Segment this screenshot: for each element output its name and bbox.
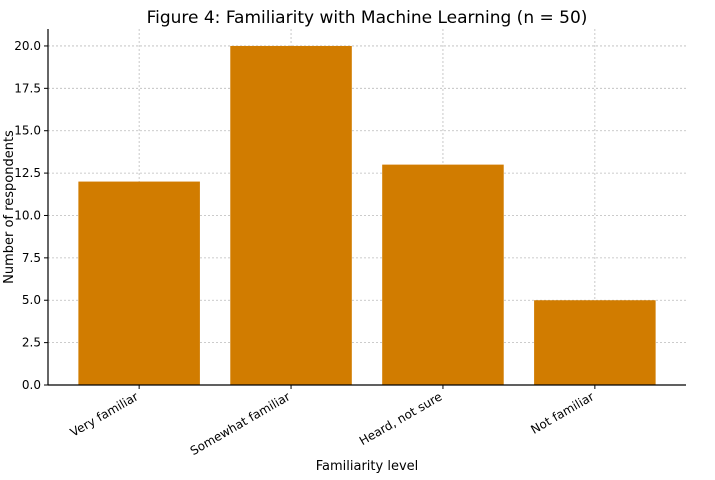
x-ticks: Very familiar Somewhat familiar Heard, not… [68,385,596,458]
y-tick-label: 15.0 [14,124,41,138]
bar-very-familiar [78,181,200,385]
bars [78,45,656,385]
x-tick-label: Very familiar [68,389,141,439]
y-tick-label: 0.0 [22,378,41,392]
y-tick-label: 7.5 [22,251,41,265]
y-tick-label: 12.5 [14,166,41,180]
x-tick-label: Heard, not sure [357,389,445,448]
x-tick-label: Not familiar [528,389,596,436]
y-tick-label: 20.0 [14,39,41,53]
y-tick-label: 2.5 [22,336,41,350]
bar-not-familiar [534,300,656,385]
bar-somewhat-familiar [230,45,352,385]
x-tick-label: Somewhat familiar [188,389,293,458]
bar-heard-not-sure [382,164,504,385]
y-tick-label: 17.5 [14,81,41,95]
y-axis-label: Number of respondents [2,130,17,284]
y-tick-label: 10.0 [14,208,41,222]
chart-title: Figure 4: Familiarity with Machine Learn… [147,8,588,28]
y-ticks: 0.0 2.5 5.0 7.5 10.0 12.5 15.0 17.5 20.0 [14,39,48,392]
x-axis-label: Familiarity level [316,459,419,474]
y-tick-label: 5.0 [22,293,41,307]
